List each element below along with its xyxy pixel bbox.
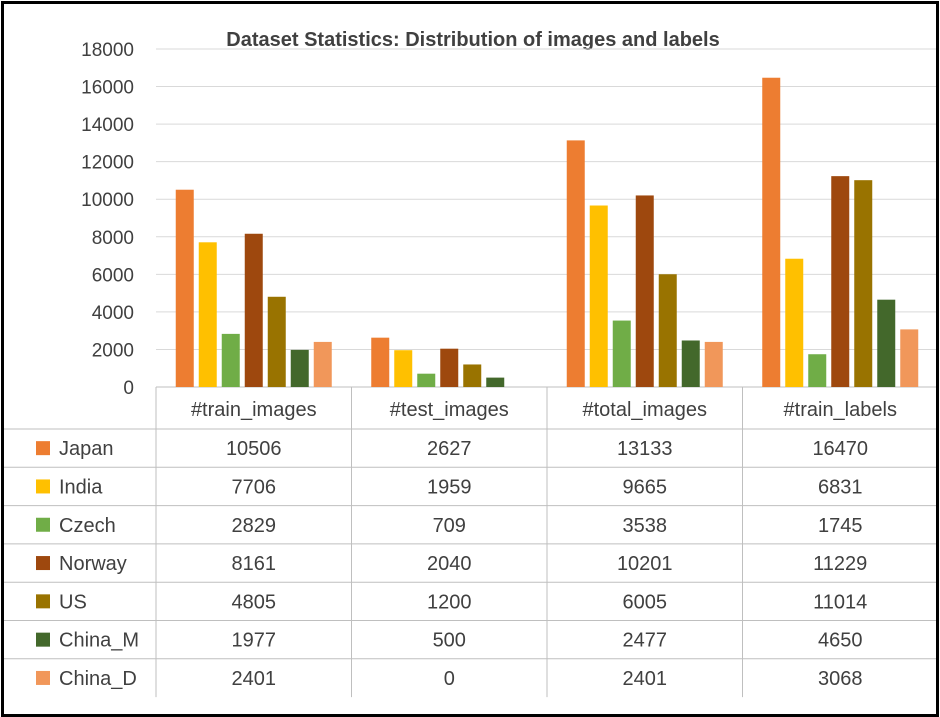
y-tick-label: 12000	[81, 153, 134, 174]
legend-label: India	[59, 476, 103, 498]
legend-label: Japan	[59, 438, 114, 460]
bar	[440, 348, 459, 387]
bar	[681, 340, 700, 387]
x-category-label: #test_images	[390, 399, 509, 421]
bar	[566, 140, 585, 387]
bar	[704, 341, 723, 387]
data-label: 500	[433, 630, 466, 652]
data-label: 8161	[232, 553, 277, 575]
data-label: 1959	[427, 476, 472, 498]
legend-swatch	[36, 556, 50, 571]
data-label: 10506	[226, 438, 282, 460]
bar	[267, 296, 286, 387]
data-table: #train_images #test_images #total_images #t…	[4, 387, 936, 698]
data-label: 11229	[813, 553, 867, 575]
chart: Dataset Statistics: Distribution of imag…	[4, 29, 936, 698]
data-label: 1745	[818, 515, 863, 537]
data-label: 13133	[617, 438, 673, 460]
legend-swatch	[36, 594, 50, 609]
data-label: 7706	[232, 476, 277, 498]
y-tick-label: 16000	[81, 78, 134, 99]
data-label: 2477	[623, 630, 668, 652]
data-label: 3068	[818, 668, 863, 690]
data-label: 1977	[232, 630, 277, 652]
x-category-label: #train_labels	[784, 399, 897, 421]
y-tick-label: 2000	[92, 340, 134, 361]
bar	[175, 189, 194, 387]
bars	[175, 77, 919, 387]
legend-swatch	[36, 632, 50, 647]
chart-title: Dataset Statistics: Distribution of imag…	[226, 29, 719, 51]
bar	[371, 337, 390, 387]
bar	[589, 205, 608, 387]
bar	[612, 320, 631, 387]
data-label: 4805	[232, 591, 277, 613]
data-label: 2401	[232, 668, 277, 690]
gridlines	[156, 48, 936, 388]
data-label: 709	[433, 515, 466, 537]
bar	[244, 233, 263, 387]
y-tick-label: 10000	[81, 190, 134, 211]
legend-swatch	[36, 479, 50, 494]
bar	[290, 349, 309, 387]
bar	[762, 77, 781, 387]
data-label: 10201	[617, 553, 673, 575]
bar	[463, 364, 482, 387]
y-tick-label: 0	[123, 378, 134, 399]
bar	[785, 258, 804, 387]
y-tick-label: 4000	[92, 303, 134, 324]
bar	[635, 195, 654, 387]
x-category-label: #total_images	[582, 399, 707, 421]
legend-label: Czech	[59, 515, 116, 537]
bar	[658, 274, 677, 387]
y-tick-label: 8000	[92, 228, 134, 249]
bar	[313, 341, 332, 387]
legend-swatch	[36, 670, 50, 685]
data-label: 4650	[818, 630, 863, 652]
data-label: 9665	[623, 476, 668, 498]
legend-label: China_M	[59, 630, 139, 652]
bar	[394, 350, 413, 387]
bar	[900, 329, 919, 387]
legend-label: Norway	[59, 553, 127, 575]
bar	[877, 299, 896, 387]
y-tick-label: 18000	[81, 40, 134, 61]
legend-swatch	[36, 517, 50, 532]
data-label: 6005	[623, 591, 668, 613]
data-label: 2829	[232, 515, 277, 537]
bar	[417, 373, 436, 387]
x-category-label: #train_images	[191, 399, 317, 421]
legend-label: US	[59, 591, 87, 613]
data-label: 2040	[427, 553, 472, 575]
data-label: 16470	[812, 438, 868, 460]
bar	[854, 180, 873, 387]
data-label: 11014	[813, 591, 867, 613]
bar	[198, 242, 217, 387]
bar	[831, 176, 850, 387]
y-axis: 0 2000 4000 6000 8000 10000 12000 14000 16000 180…	[81, 40, 134, 399]
bar	[221, 333, 240, 387]
data-label: 0	[444, 668, 455, 690]
y-tick-label: 6000	[92, 265, 134, 286]
data-label: 2401	[623, 668, 668, 690]
bar	[486, 377, 505, 387]
legend-label: China_D	[59, 668, 137, 690]
data-label: 6831	[818, 476, 863, 498]
data-label: 2627	[427, 438, 472, 460]
legend-swatch	[36, 441, 50, 456]
data-label: 1200	[427, 591, 472, 613]
bar	[808, 354, 827, 387]
data-label: 3538	[623, 515, 668, 537]
y-tick-label: 14000	[81, 115, 134, 136]
